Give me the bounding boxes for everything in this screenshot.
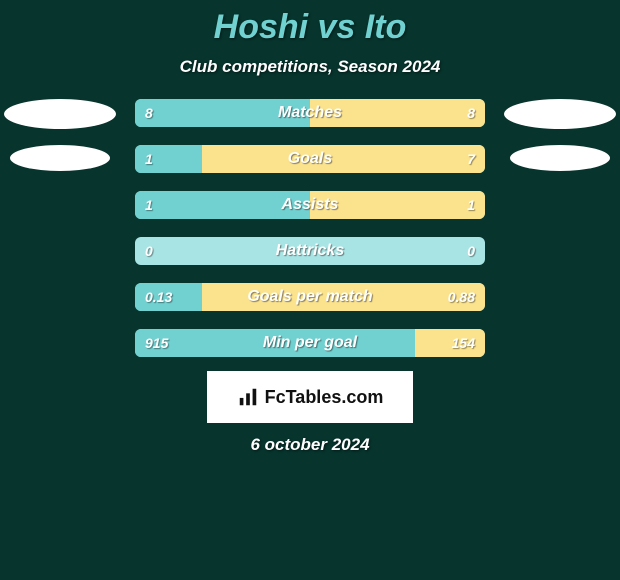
player-badge-left xyxy=(4,99,116,129)
stat-bar: Matches88 xyxy=(135,99,485,127)
stat-bar: Assists11 xyxy=(135,191,485,219)
stat-fill-right xyxy=(202,145,486,173)
player-badge-left xyxy=(10,145,110,171)
stat-value-right: 0 xyxy=(467,237,475,265)
stat-fill-left xyxy=(135,283,202,311)
comparison-card: Hoshi vs Ito Club competitions, Season 2… xyxy=(0,0,620,580)
stat-bar: Hattricks0 0 xyxy=(135,237,485,265)
stat-fill-right xyxy=(310,191,485,219)
stat-label: Hattricks xyxy=(135,237,485,265)
player-badge-right xyxy=(504,99,616,129)
page-subtitle: Club competitions, Season 2024 xyxy=(180,57,441,77)
logo-text: FcTables.com xyxy=(265,387,384,408)
stat-fill-left xyxy=(135,329,415,357)
stat-value-left: 0 xyxy=(145,237,153,265)
stat-bar: Min per goal915154 xyxy=(135,329,485,357)
snapshot-date: 6 october 2024 xyxy=(250,435,369,455)
stat-bar: Goals per match0.130.88 xyxy=(135,283,485,311)
chart-icon xyxy=(237,386,259,408)
page-title: Hoshi vs Ito xyxy=(214,8,407,47)
source-logo: FcTables.com xyxy=(207,371,413,423)
stat-bar: Goals17 xyxy=(135,145,485,173)
stat-fill-right xyxy=(202,283,486,311)
player-badge-right xyxy=(510,145,610,171)
stats-arena: Matches88 Goals17 Assists11 Hattricks0 0 Goal… xyxy=(0,99,620,357)
stat-fill-left xyxy=(135,191,310,219)
stat-fill-left xyxy=(135,99,310,127)
stat-fill-left xyxy=(135,145,202,173)
stat-fill-right xyxy=(310,99,485,127)
stat-bars: Matches88 Goals17 Assists11 Hattricks0 0 Goal… xyxy=(135,99,485,357)
stat-fill-right xyxy=(415,329,485,357)
